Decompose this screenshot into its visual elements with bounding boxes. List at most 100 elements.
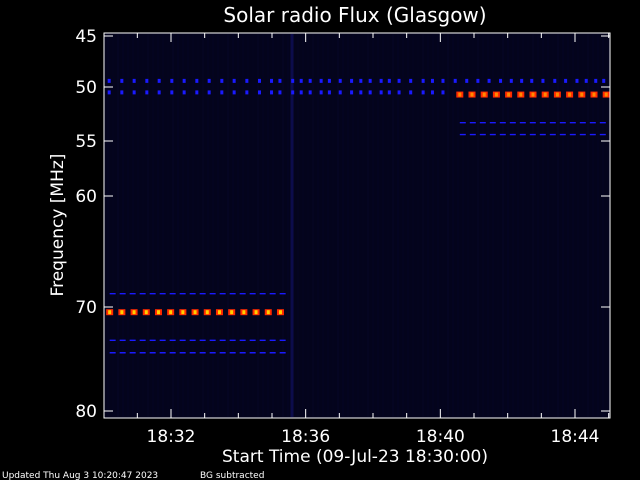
- background-note: BG subtracted: [200, 471, 264, 480]
- emission-dash: [564, 78, 568, 83]
- emission-features: [106, 78, 610, 354]
- emission-core: [519, 92, 523, 97]
- emission-core: [555, 92, 559, 97]
- emission-dash: [182, 78, 186, 83]
- emission-dash: [145, 78, 149, 83]
- plot-background: [104, 33, 610, 418]
- emission-dash: [270, 78, 274, 83]
- emission-dash: [541, 78, 545, 83]
- emission-dash: [145, 90, 149, 95]
- emission-dash: [195, 90, 199, 95]
- emission-dash: [132, 90, 136, 95]
- y-tick-label: 60: [75, 187, 97, 207]
- emission-dash: [368, 78, 372, 83]
- emission-dash: [299, 90, 303, 95]
- emission-core: [205, 310, 209, 315]
- emission-line-3: [107, 90, 445, 95]
- emission-dash: [308, 78, 312, 83]
- emission-core: [494, 92, 498, 97]
- emission-dash: [359, 90, 363, 95]
- emission-dash: [530, 78, 534, 83]
- emission-dash: [350, 78, 354, 83]
- emission-dash: [575, 78, 579, 83]
- emission-core: [278, 310, 282, 315]
- emission-dash: [258, 78, 262, 83]
- y-tick-label: 70: [75, 298, 97, 318]
- y-tick-label: 50: [75, 78, 97, 98]
- emission-dash: [170, 78, 174, 83]
- emission-dash: [232, 78, 236, 83]
- emission-core: [254, 310, 258, 315]
- emission-core: [458, 92, 462, 97]
- emission-dash: [132, 78, 136, 83]
- emission-dash: [387, 78, 391, 83]
- emission-dash: [476, 78, 480, 83]
- axis-ticks: [104, 33, 610, 418]
- emission-dash: [368, 90, 372, 95]
- emission-dash: [509, 78, 513, 83]
- emission-dash: [245, 78, 249, 83]
- emission-dash: [553, 78, 557, 83]
- x-tick-label: 18:36: [281, 427, 330, 447]
- emission-dash: [270, 90, 274, 95]
- x-tick-label: 18:44: [551, 427, 600, 447]
- emission-dash: [207, 78, 211, 83]
- emission-dash: [308, 90, 312, 95]
- emission-dash: [602, 78, 606, 83]
- x-tick-label: 18:32: [147, 427, 196, 447]
- emission-dash: [379, 78, 383, 83]
- emission-dash: [195, 78, 199, 83]
- emission-core: [470, 92, 474, 97]
- emission-dash: [421, 90, 425, 95]
- emission-dash: [157, 90, 161, 95]
- emission-core: [580, 92, 584, 97]
- emission-dash: [409, 78, 413, 83]
- emission-dash: [499, 78, 503, 83]
- emission-dash: [278, 78, 282, 83]
- emission-dash: [487, 78, 491, 83]
- emission-dash: [319, 90, 323, 95]
- emission-dash: [245, 90, 249, 95]
- emission-dash: [258, 90, 262, 95]
- emission-dash: [397, 78, 401, 83]
- emission-dash: [338, 90, 342, 95]
- emission-dash: [299, 78, 303, 83]
- emission-core: [132, 310, 136, 315]
- emission-dash: [359, 78, 363, 83]
- emission-dash: [453, 78, 457, 83]
- emission-core: [144, 310, 148, 315]
- y-axis-title: Frequency [MHz]: [48, 154, 68, 297]
- emission-core: [604, 92, 608, 97]
- emission-dash: [291, 90, 295, 95]
- y-tick-label: 45: [75, 27, 97, 47]
- y-tick-label: 80: [75, 402, 97, 422]
- emission-dash: [327, 78, 331, 83]
- emission-core: [120, 310, 124, 315]
- emission-dash: [350, 90, 354, 95]
- emission-core: [193, 310, 197, 315]
- y-tick-label: 55: [75, 132, 97, 152]
- emission-dash: [520, 78, 524, 83]
- plot-frame: [103, 32, 611, 419]
- emission-dash: [107, 90, 111, 95]
- updated-timestamp: Updated Thu Aug 3 10:20:47 2023: [2, 471, 158, 480]
- emission-core: [230, 310, 234, 315]
- emission-core: [568, 92, 572, 97]
- burst-streak: [290, 34, 294, 417]
- x-tick-label: 18:40: [416, 427, 465, 447]
- emission-dash: [594, 78, 598, 83]
- emission-dash: [182, 90, 186, 95]
- emission-core: [266, 310, 270, 315]
- emission-core: [531, 92, 535, 97]
- emission-core: [242, 310, 246, 315]
- emission-dash: [120, 78, 124, 83]
- emission-dash: [278, 90, 282, 95]
- emission-core: [156, 310, 160, 315]
- plot-area: [104, 33, 610, 418]
- x-tick-labels: 18:32 18:36 18:40 18:44: [147, 427, 600, 447]
- emission-dash: [319, 78, 323, 83]
- emission-dash: [220, 78, 224, 83]
- emission-dash: [107, 78, 111, 83]
- emission-dash: [430, 90, 434, 95]
